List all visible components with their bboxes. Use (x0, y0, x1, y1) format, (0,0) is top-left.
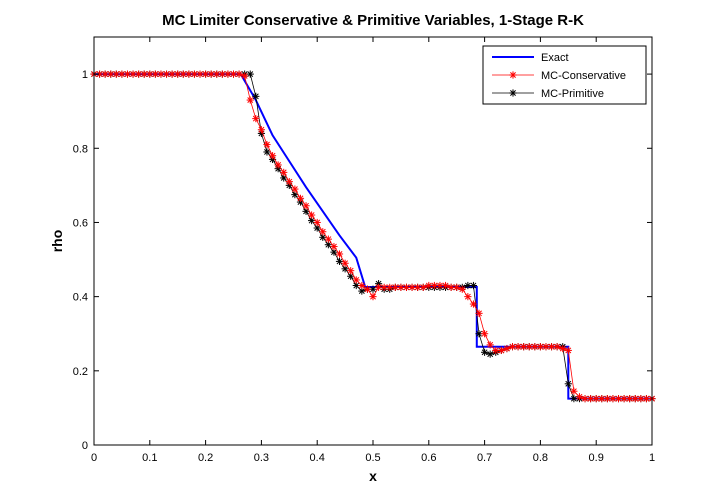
mc-conservative-point (140, 70, 148, 78)
x-axis: 0 0.1 0.2 0.3 0.4 0.5 0.6 0.7 0.8 0.9 1 (91, 37, 655, 464)
x-tick-label: 0.3 (254, 452, 269, 464)
legend-label: Exact (541, 52, 569, 64)
mc-conservative-point (363, 285, 372, 293)
mc-conservative-point (347, 267, 355, 275)
mc-conservative-point (252, 115, 260, 123)
mc-conservative-point (458, 285, 466, 293)
mc-conservative-point (335, 250, 344, 258)
mc-conservative-point (263, 140, 271, 149)
mc-conservative-point (313, 218, 321, 227)
mc-conservative-point (280, 168, 288, 176)
mc-conservative-point (475, 309, 483, 317)
y-tick-label: 0.4 (73, 292, 88, 304)
mc-conservative-point (285, 178, 293, 186)
mc-conservative-point (486, 341, 494, 349)
mc-conservative-point (559, 344, 567, 353)
y-tick-label: 0 (82, 440, 88, 452)
mc-primitive-point (302, 207, 310, 215)
legend-entry-mc-primitive: MC-Primitive (492, 88, 604, 100)
mc-conservative-point (123, 70, 132, 78)
legend-label: MC-Conservative (541, 70, 626, 82)
x-tick-label: 0.4 (310, 452, 325, 464)
mc-primitive-point (347, 272, 355, 280)
mc-conservative-point (324, 235, 332, 243)
mc-conservative-point (441, 281, 450, 290)
legend-label: MC-Primitive (541, 88, 604, 100)
x-tick-label: 0.8 (533, 452, 548, 464)
mc-conservative-point (570, 387, 578, 395)
x-tick-label: 0.2 (198, 452, 213, 464)
mc-conservative-point (358, 281, 366, 290)
mc-primitive-point (263, 148, 271, 156)
legend-entry-mc-conservative: MC-Conservative (492, 70, 626, 82)
mc-conservative-point (202, 70, 210, 78)
mc-conservative-point (508, 343, 517, 351)
mc-primitive-point (335, 257, 344, 265)
x-tick-label: 0.6 (421, 452, 436, 464)
mc-conservative-point (419, 283, 427, 291)
mc-conservative-point (374, 283, 383, 291)
mc-conservative-point (112, 70, 120, 78)
x-tick-label: 0 (91, 452, 97, 464)
mc-conservative-point (564, 346, 572, 355)
mc-conservative-point (302, 202, 310, 210)
x-tick-label: 0.1 (142, 452, 157, 464)
y-axis-label: rho (49, 230, 65, 253)
mc-primitive-point (469, 281, 478, 290)
mc-conservative-point (553, 343, 561, 351)
mc-conservative-point (218, 70, 226, 78)
mc-conservative-point (319, 228, 327, 236)
mc-conservative-point (129, 70, 137, 78)
mc-conservative-point (453, 283, 461, 291)
x-axis-label: x (369, 468, 377, 484)
mc-conservative-point (481, 330, 489, 338)
legend-marker (509, 71, 517, 79)
mc-conservative-point (369, 293, 377, 301)
mc-conservative-point (341, 259, 349, 267)
legend: Exact MC-Conservative MC-Primitive (482, 45, 647, 105)
x-tick-label: 0.7 (477, 452, 492, 464)
mc-conservative-point (268, 152, 277, 160)
mc-primitive-point (246, 70, 254, 78)
y-tick-label: 0.2 (73, 366, 88, 378)
mc-conservative-point (308, 211, 316, 219)
plot-area (94, 37, 652, 445)
mc-conservative-point (575, 393, 584, 401)
mc-conservative-point (497, 346, 505, 355)
mc-conservative-point (274, 161, 282, 169)
mc-conservative-point (587, 395, 595, 403)
mc-conservative-point (330, 242, 338, 251)
mc-conservative-point (296, 194, 305, 202)
y-tick-label: 0.8 (73, 143, 88, 155)
mc-conservative-point (631, 395, 639, 403)
x-tick-label: 1 (649, 452, 655, 464)
x-tick-label: 0.9 (589, 452, 604, 464)
mc-conservative-point (352, 276, 360, 284)
x-tick-label: 0.5 (365, 452, 380, 464)
mc-conservative-point (380, 283, 388, 291)
mc-conservative-point (257, 126, 265, 134)
y-tick-label: 1 (82, 69, 88, 81)
mc-primitive-point (486, 350, 494, 358)
mc-primitive-point (564, 380, 572, 388)
mc-conservative-point (241, 72, 249, 80)
mc-conservative-point (246, 96, 254, 104)
mc-conservative-point (291, 185, 299, 193)
chart-title: MC Limiter Conservative & Primitive Vari… (162, 12, 584, 29)
mc-conservative-point (397, 283, 405, 291)
legend-entry-exact: Exact (492, 52, 569, 64)
mc-conservative-point (592, 395, 600, 403)
mc-primitive-point (252, 92, 260, 100)
mc-conservative-point (235, 70, 243, 78)
mc-conservative-point (503, 344, 511, 353)
mc-conservative-point (469, 300, 478, 308)
y-axis: 0 0.2 0.4 0.6 0.8 1 (73, 69, 652, 452)
mc-primitive-point (330, 248, 338, 256)
mc-primitive-point (481, 348, 489, 356)
mc-conservative-point (464, 293, 472, 301)
legend-marker (509, 89, 517, 97)
y-tick-label: 0.6 (73, 217, 88, 229)
